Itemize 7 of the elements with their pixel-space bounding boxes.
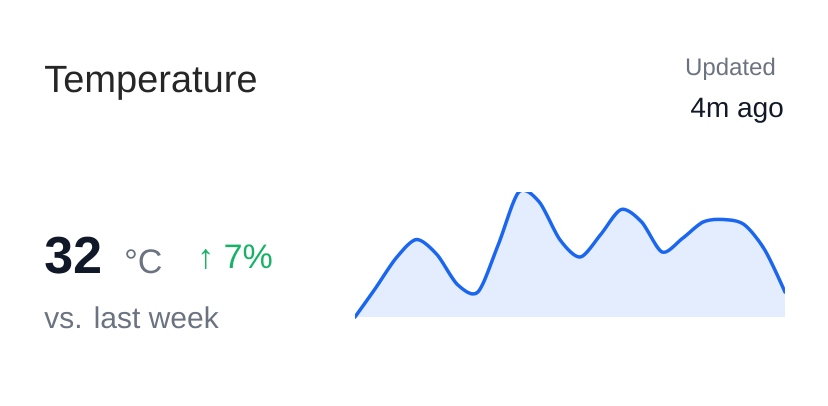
text: 4m ago (691, 98, 783, 123)
text: vs. last week (44, 306, 219, 328)
chart-title: Temperature (45, 66, 256, 100)
text: 32 (45, 236, 100, 274)
text: °C (126, 249, 162, 274)
text: ↑ 7% (202, 244, 272, 270)
text: Updated (686, 58, 774, 80)
